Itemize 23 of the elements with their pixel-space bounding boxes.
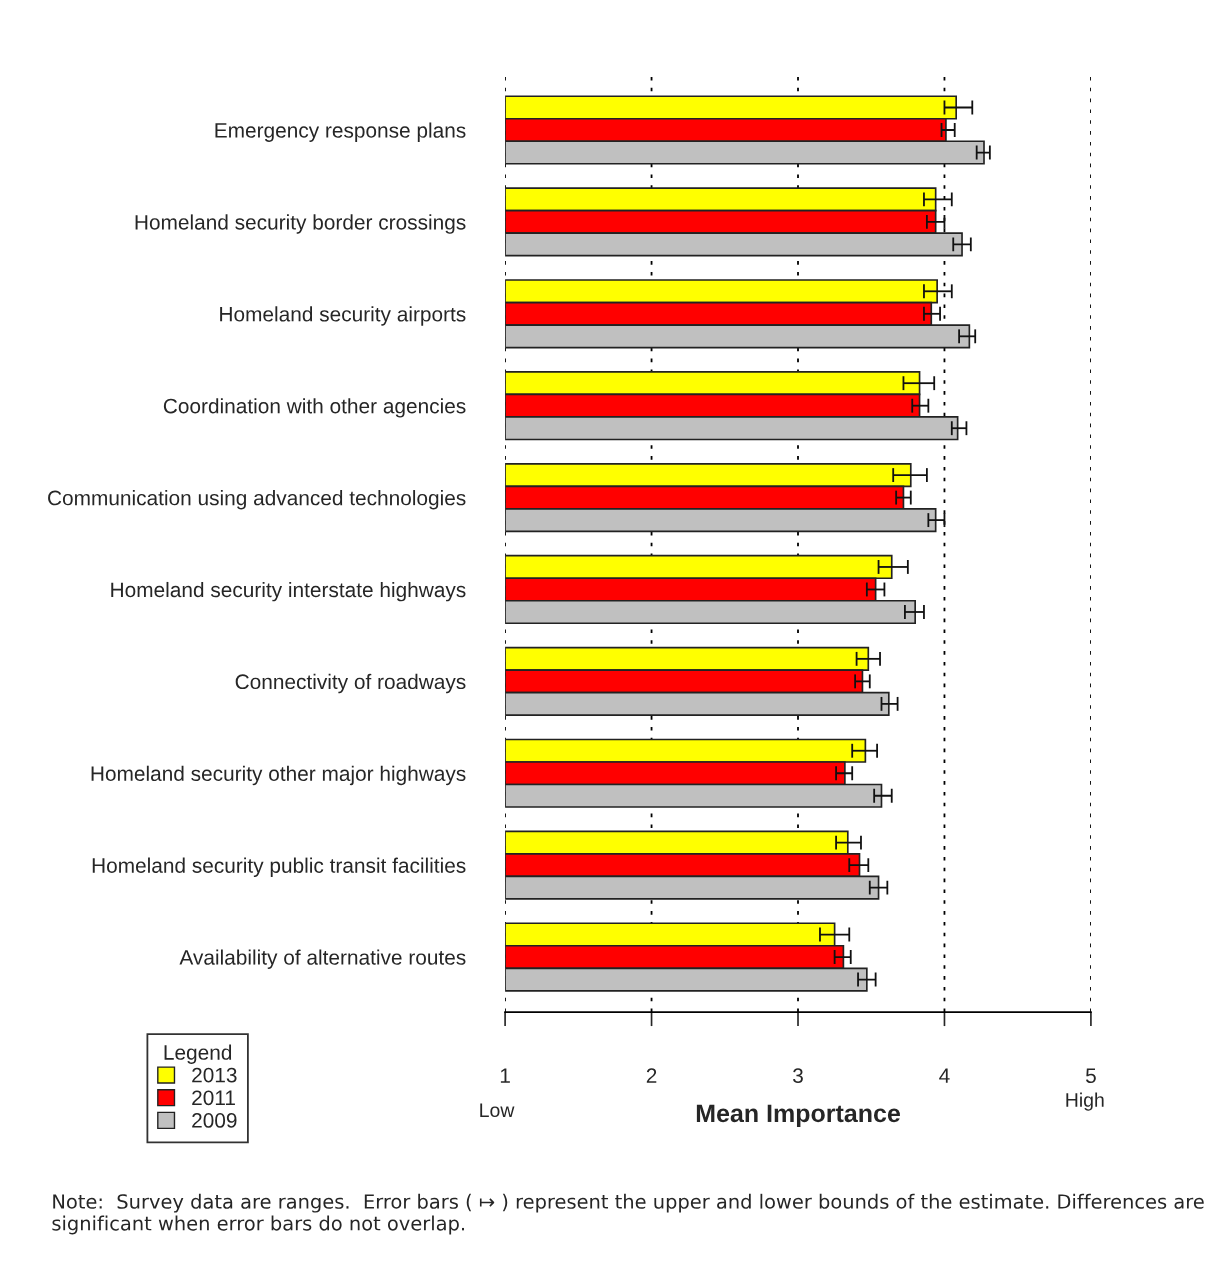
legend-title: Legend (164, 1044, 232, 1064)
legend-label: 2009 (192, 1113, 237, 1128)
x-tick-label: 5 (1085, 1068, 1096, 1084)
y-tick-label: Homeland security interstate highways (111, 581, 466, 602)
x-tick-label: 4 (939, 1068, 950, 1083)
text: Note: Survey data are ranges. Error bars ( ↦ ) represent the upper and lower bounds of the estimate. Differences are significant when error bars do not overlap. (52, 1193, 1204, 1235)
x-tick-label: 3 (793, 1068, 803, 1084)
x-axis-title: Mean Importance (696, 1104, 900, 1128)
y-tick-label: Homeland security other major highways (91, 765, 466, 786)
y-tick-label: Availability of alternative routes (179, 949, 466, 969)
y-tick-label: Emergency response plans (215, 122, 466, 142)
legend-label: 2013 (192, 1067, 237, 1083)
y-tick-label: Connectivity of roadways (235, 673, 466, 694)
y-tick-label: Homeland security airports (220, 306, 466, 326)
x-tick-label: 2 (646, 1068, 657, 1083)
y-tick-label: Homeland security public transit facilities (92, 857, 466, 878)
text: Low (480, 1103, 515, 1118)
text: High (1066, 1092, 1104, 1111)
y-tick-label: Communication using advanced technologies (48, 490, 466, 510)
legend-label: 2011 (192, 1090, 235, 1106)
x-tick-label: 1 (500, 1068, 510, 1083)
y-tick-label: Homeland security border crossings (135, 214, 466, 234)
y-tick-label: Coordination with other agencies (163, 398, 466, 418)
